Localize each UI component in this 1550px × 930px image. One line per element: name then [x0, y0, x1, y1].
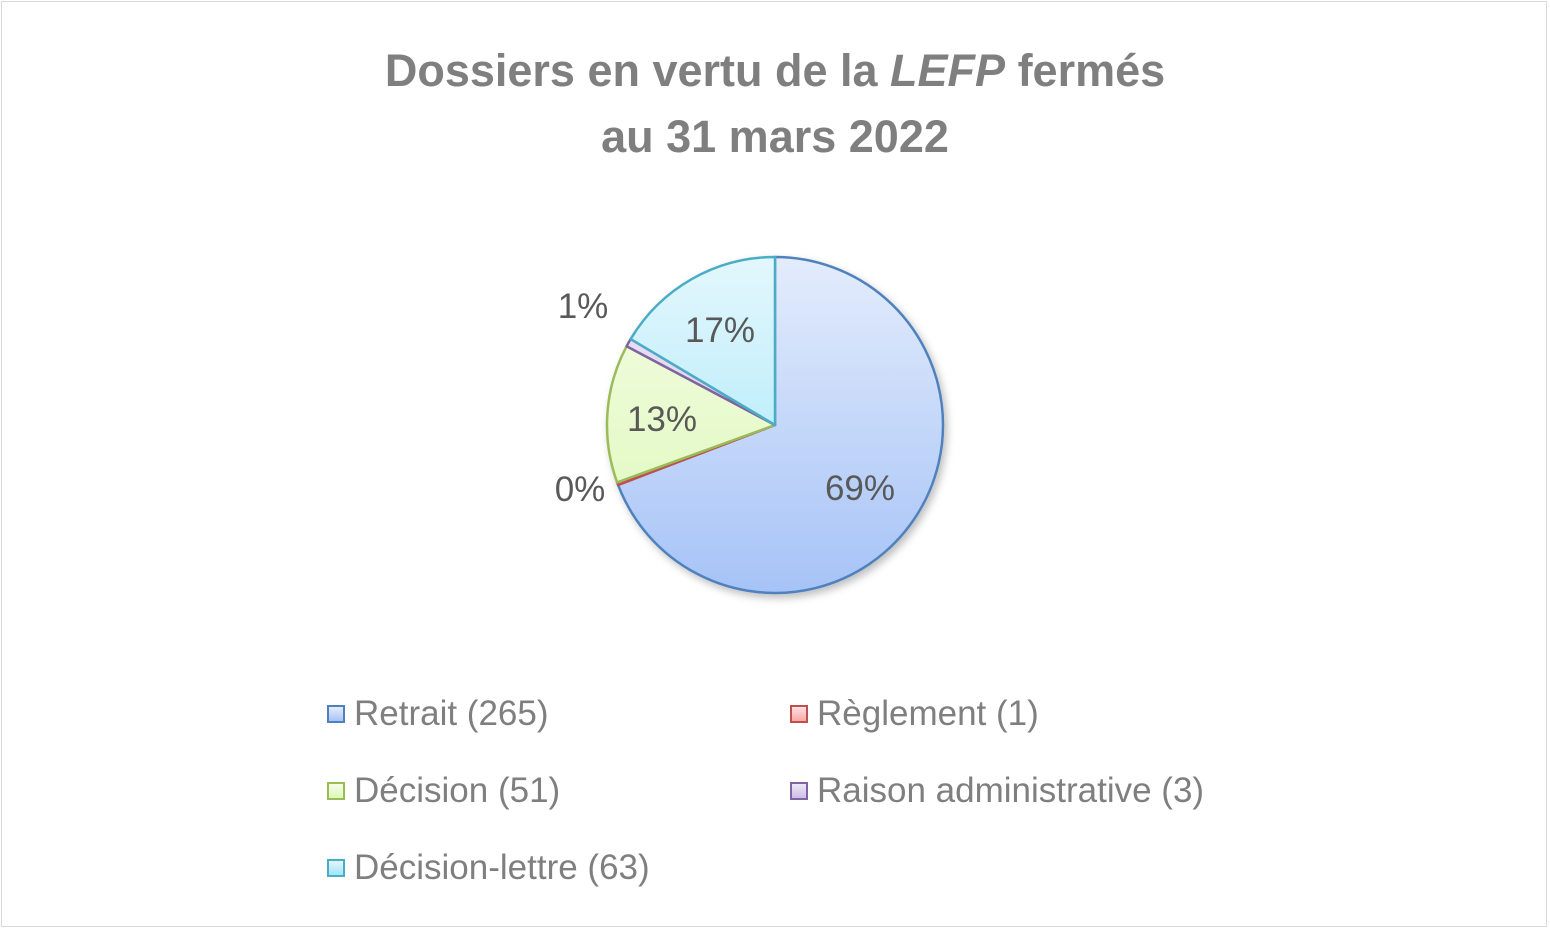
legend-swatch	[790, 705, 808, 723]
data-label: 13%	[627, 400, 697, 439]
data-label: 1%	[558, 287, 609, 326]
title-text: Dossiers en vertu de la	[384, 45, 891, 96]
pie-slice	[605, 344, 777, 484]
title-text-end: fermés	[1005, 45, 1166, 96]
legend-swatch	[790, 782, 808, 800]
chart-title: Dossiers en vertu de la LEFP fermés au 3…	[0, 38, 1550, 170]
title-line2: au 31 mars 2022	[601, 111, 949, 162]
legend-label: Retrait (265)	[354, 694, 549, 733]
legend-swatch	[327, 782, 345, 800]
data-label: 0%	[555, 470, 606, 509]
title-acronym: LEFP	[890, 45, 1006, 96]
data-label: 69%	[825, 469, 895, 508]
legend-label: Décision (51)	[354, 771, 561, 810]
legend-item: Retrait (265)	[327, 694, 549, 734]
legend-label: Règlement (1)	[817, 694, 1039, 733]
legend-item: Raison administrative (3)	[790, 771, 1204, 811]
legend-item: Décision-lettre (63)	[327, 848, 650, 888]
data-label: 17%	[685, 311, 755, 350]
legend-swatch	[327, 705, 345, 723]
pie-slice	[629, 255, 777, 427]
legend-swatch	[327, 859, 345, 877]
legend-item: Règlement (1)	[790, 694, 1039, 734]
legend-label: Décision-lettre (63)	[354, 848, 650, 887]
legend-label: Raison administrative (3)	[817, 771, 1205, 810]
legend-item: Décision (51)	[327, 771, 560, 811]
pie-slice	[616, 255, 945, 595]
